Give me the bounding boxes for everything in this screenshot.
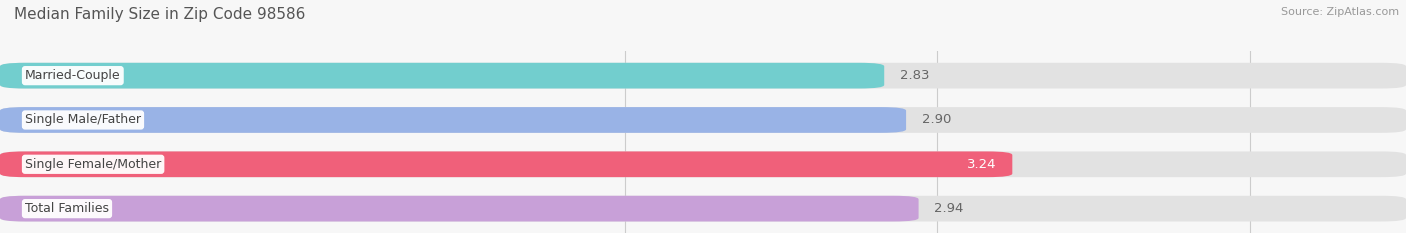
FancyBboxPatch shape (0, 196, 1406, 222)
Text: 3.24: 3.24 (967, 158, 997, 171)
Text: Single Male/Father: Single Male/Father (25, 113, 141, 127)
FancyBboxPatch shape (0, 63, 884, 89)
Text: Married-Couple: Married-Couple (25, 69, 121, 82)
FancyBboxPatch shape (0, 63, 1406, 89)
Text: Single Female/Mother: Single Female/Mother (25, 158, 162, 171)
Text: 2.94: 2.94 (934, 202, 963, 215)
FancyBboxPatch shape (0, 107, 905, 133)
Text: Source: ZipAtlas.com: Source: ZipAtlas.com (1281, 7, 1399, 17)
FancyBboxPatch shape (0, 196, 918, 222)
Text: 2.83: 2.83 (900, 69, 929, 82)
Text: Median Family Size in Zip Code 98586: Median Family Size in Zip Code 98586 (14, 7, 305, 22)
Text: 2.90: 2.90 (922, 113, 950, 127)
FancyBboxPatch shape (0, 107, 1406, 133)
FancyBboxPatch shape (0, 151, 1012, 177)
FancyBboxPatch shape (0, 151, 1406, 177)
Text: Total Families: Total Families (25, 202, 110, 215)
